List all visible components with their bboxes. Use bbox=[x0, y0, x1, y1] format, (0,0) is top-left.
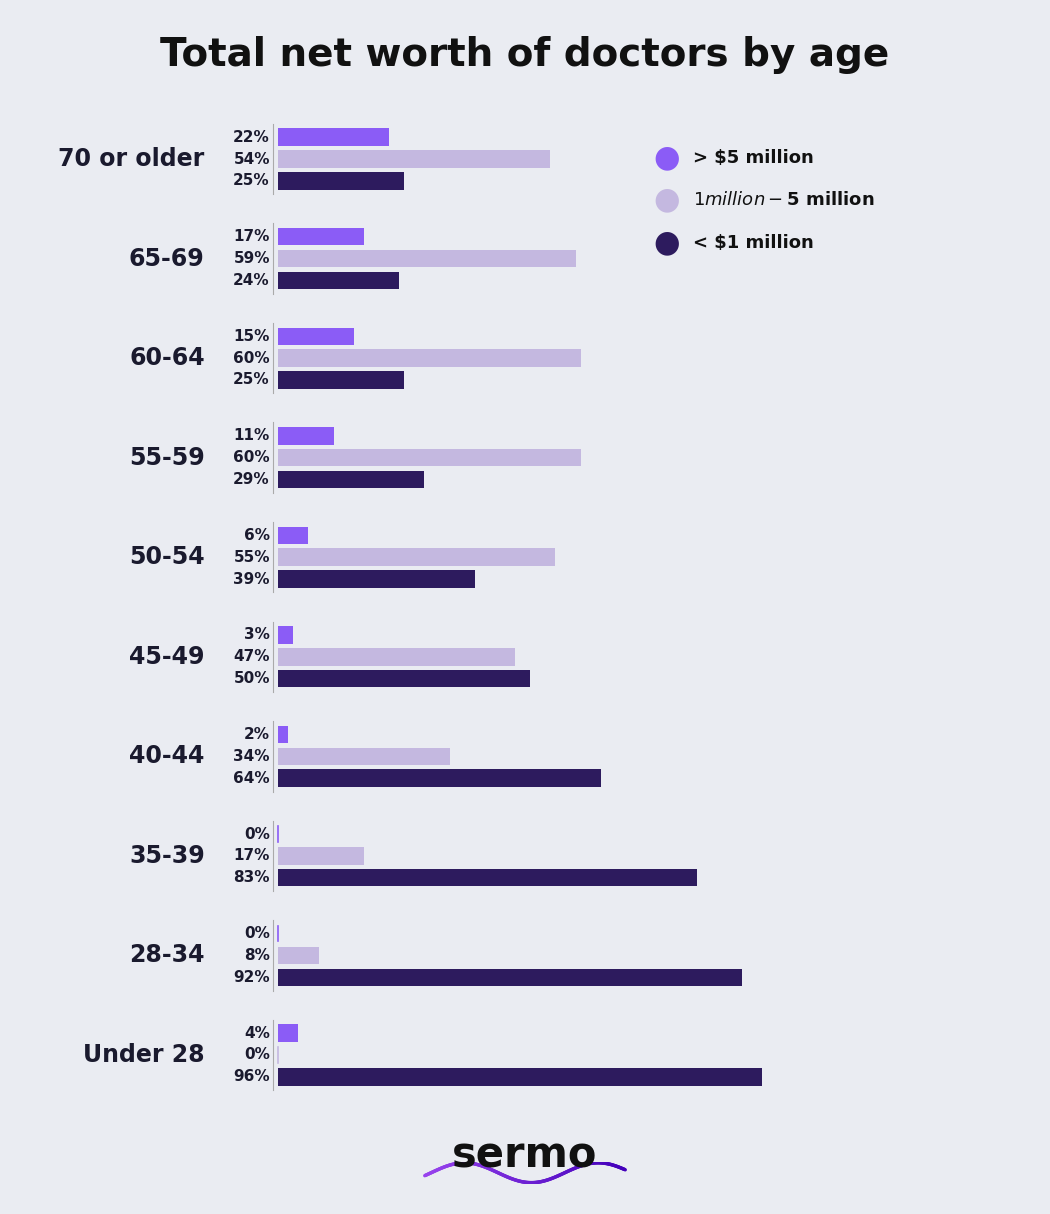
Text: 25%: 25% bbox=[233, 373, 270, 387]
Text: 8%: 8% bbox=[244, 948, 270, 963]
Text: 34%: 34% bbox=[233, 749, 270, 764]
Text: 60-64: 60-64 bbox=[129, 346, 205, 370]
Text: sermo: sermo bbox=[453, 1135, 597, 1176]
Text: 6%: 6% bbox=[244, 528, 270, 543]
Text: 11%: 11% bbox=[233, 429, 270, 443]
Text: 39%: 39% bbox=[233, 572, 270, 586]
Text: 25%: 25% bbox=[233, 174, 270, 188]
Text: 40-44: 40-44 bbox=[129, 744, 205, 768]
Text: 70 or older: 70 or older bbox=[59, 147, 205, 171]
Text: 65-69: 65-69 bbox=[129, 246, 205, 271]
Text: 15%: 15% bbox=[233, 329, 270, 344]
Text: 0%: 0% bbox=[244, 926, 270, 941]
Text: 83%: 83% bbox=[233, 870, 270, 885]
Text: > $5 million: > $5 million bbox=[693, 149, 814, 166]
Text: 60%: 60% bbox=[233, 450, 270, 465]
Text: 0%: 0% bbox=[244, 827, 270, 841]
Text: 55%: 55% bbox=[233, 550, 270, 565]
Text: < $1 million: < $1 million bbox=[693, 234, 814, 251]
Text: 22%: 22% bbox=[233, 130, 270, 144]
Text: 3%: 3% bbox=[244, 628, 270, 642]
Text: ●: ● bbox=[653, 143, 680, 172]
Text: 64%: 64% bbox=[233, 771, 270, 785]
Text: ●: ● bbox=[653, 228, 680, 257]
Text: 24%: 24% bbox=[233, 273, 270, 288]
Text: 17%: 17% bbox=[233, 849, 270, 863]
Text: $1 million - $5 million: $1 million - $5 million bbox=[693, 192, 875, 209]
Text: Total net worth of doctors by age: Total net worth of doctors by age bbox=[161, 35, 889, 74]
Text: 96%: 96% bbox=[233, 1070, 270, 1084]
Text: 47%: 47% bbox=[233, 649, 270, 664]
Text: 17%: 17% bbox=[233, 229, 270, 244]
Text: 0%: 0% bbox=[244, 1048, 270, 1062]
Text: 50-54: 50-54 bbox=[129, 545, 205, 569]
Text: 92%: 92% bbox=[233, 970, 270, 985]
Text: ●: ● bbox=[653, 186, 680, 215]
Text: 54%: 54% bbox=[233, 152, 270, 166]
Text: 50%: 50% bbox=[233, 671, 270, 686]
Text: Under 28: Under 28 bbox=[83, 1043, 205, 1067]
Text: 28-34: 28-34 bbox=[129, 943, 205, 968]
Text: 60%: 60% bbox=[233, 351, 270, 365]
Text: 35-39: 35-39 bbox=[129, 844, 205, 868]
Text: 55-59: 55-59 bbox=[129, 446, 205, 470]
Text: 29%: 29% bbox=[233, 472, 270, 487]
Text: 4%: 4% bbox=[244, 1026, 270, 1040]
Text: 59%: 59% bbox=[233, 251, 270, 266]
Text: 45-49: 45-49 bbox=[129, 645, 205, 669]
Text: 2%: 2% bbox=[244, 727, 270, 742]
